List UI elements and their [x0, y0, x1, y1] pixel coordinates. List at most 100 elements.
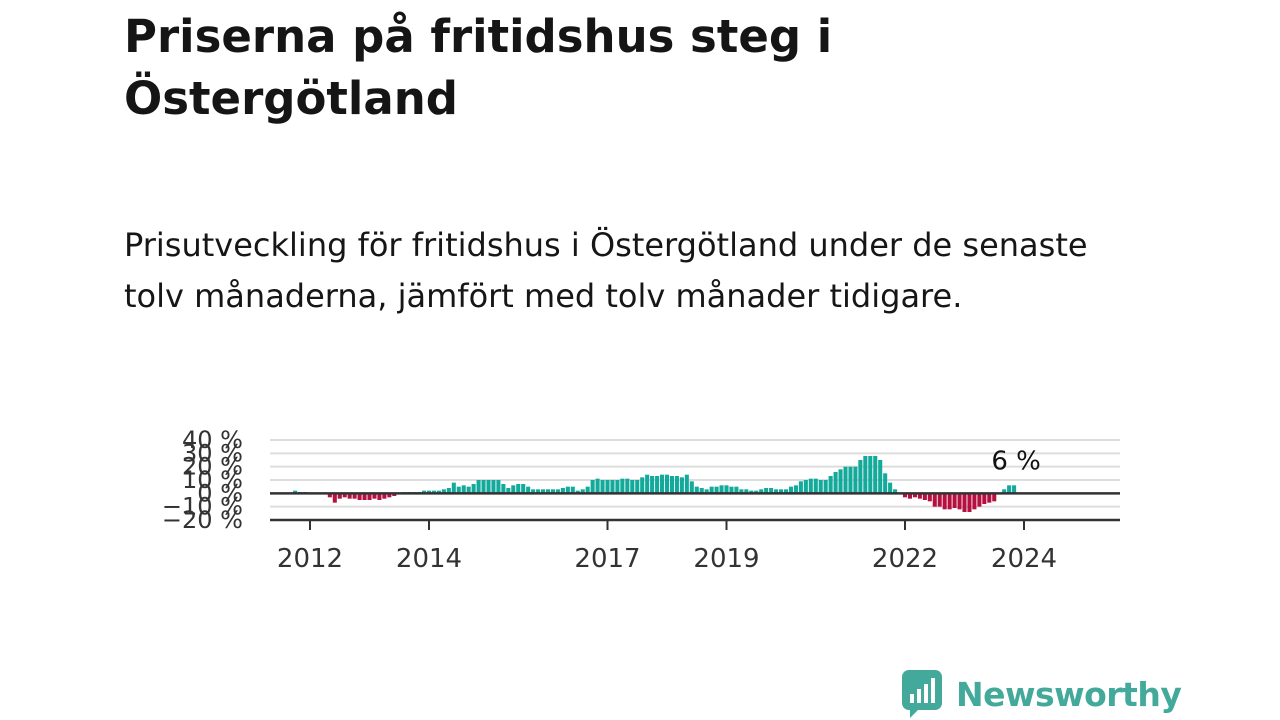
bar: [1012, 485, 1017, 494]
bar: [565, 486, 570, 494]
bar: [352, 493, 357, 499]
y-tick-label: 0 %: [197, 479, 243, 507]
bar: [808, 478, 813, 494]
bar: [555, 489, 560, 494]
bar: [749, 490, 754, 494]
bar: [377, 493, 382, 500]
bar: [426, 490, 432, 494]
bar: [476, 480, 481, 494]
bar: [739, 489, 744, 494]
y-axis-ticks: 40 %30 %20 %10 %0 %−10 %−20 %: [162, 426, 243, 534]
bar: [759, 489, 764, 494]
bar: [550, 489, 555, 494]
bar: [327, 493, 332, 498]
bar-chart-speech-icon: [902, 670, 942, 718]
x-tick-label: 2012: [277, 544, 343, 574]
bar: [902, 493, 908, 498]
bar: [669, 476, 674, 494]
bar: [575, 490, 580, 494]
bar: [347, 493, 352, 499]
bar: [664, 474, 670, 494]
bar: [922, 493, 927, 500]
bar: [992, 493, 997, 502]
bar: [942, 493, 947, 510]
bar: [431, 490, 436, 494]
bar: [635, 480, 640, 494]
bar: [848, 466, 853, 494]
x-tick-label: 2024: [991, 544, 1057, 574]
bar-chart: 40 %30 %20 %10 %0 %−10 %−20 % 2012 2014 20…: [162, 426, 1120, 574]
bar: [828, 476, 833, 494]
bar: [293, 490, 298, 494]
bar: [461, 485, 466, 494]
bar: [451, 482, 456, 494]
bar: [729, 486, 734, 494]
bar: [645, 474, 650, 494]
bar: [684, 474, 689, 494]
bar: [516, 484, 521, 494]
bar: [793, 485, 798, 494]
bar: [560, 488, 565, 494]
bar: [709, 486, 714, 494]
bar: [868, 456, 873, 494]
bar: [610, 480, 615, 494]
bar: [744, 489, 749, 494]
y-tick-label: 30 %: [182, 439, 243, 467]
bar: [526, 486, 531, 494]
bar: [843, 466, 848, 494]
bar: [878, 460, 883, 494]
bar: [937, 493, 942, 507]
bar: [625, 478, 630, 494]
bar: [967, 493, 972, 512]
bar: [660, 474, 665, 494]
bar: [545, 489, 551, 494]
bar: [595, 478, 600, 494]
bar: [362, 493, 367, 500]
bar: [957, 493, 962, 510]
bar: [580, 489, 585, 494]
bar: [679, 477, 684, 494]
bar: [590, 480, 595, 494]
bar: [813, 478, 818, 494]
bars: [293, 456, 1017, 512]
bar: [754, 490, 759, 494]
bar: [456, 486, 461, 494]
bar: [620, 478, 625, 494]
bar: [977, 493, 982, 507]
bar: [491, 480, 496, 494]
bar: [853, 466, 858, 494]
x-tick-label: 2022: [872, 544, 938, 574]
bar: [605, 480, 610, 494]
bar: [600, 480, 605, 494]
bar: [466, 486, 471, 494]
bar: [734, 486, 739, 494]
bar: [441, 489, 446, 494]
bar: [818, 480, 823, 494]
bar: [917, 493, 922, 499]
bar: [630, 480, 635, 494]
bar: [783, 489, 789, 494]
bar: [798, 481, 803, 494]
bar: [893, 489, 898, 494]
bar: [342, 493, 347, 498]
bar: [719, 485, 724, 494]
x-tick-label: 2014: [396, 544, 462, 574]
bar: [367, 493, 372, 500]
bar: [501, 484, 506, 494]
bar: [541, 489, 546, 494]
bar: [962, 493, 967, 512]
bar: [436, 490, 441, 494]
bar: [863, 456, 868, 494]
y-tick-label: −20 %: [162, 506, 243, 534]
y-tick-label: 20 %: [182, 453, 243, 481]
bar: [803, 480, 808, 494]
bar: [689, 481, 694, 494]
chart-subtitle: Prisutveckling för fritidshus i Östergöt…: [124, 226, 1088, 315]
bar: [570, 486, 575, 494]
bar: [392, 493, 397, 496]
bar: [724, 485, 729, 494]
bar: [372, 493, 377, 499]
bar: [694, 486, 699, 494]
bar: [833, 472, 838, 494]
bar: [788, 486, 793, 494]
